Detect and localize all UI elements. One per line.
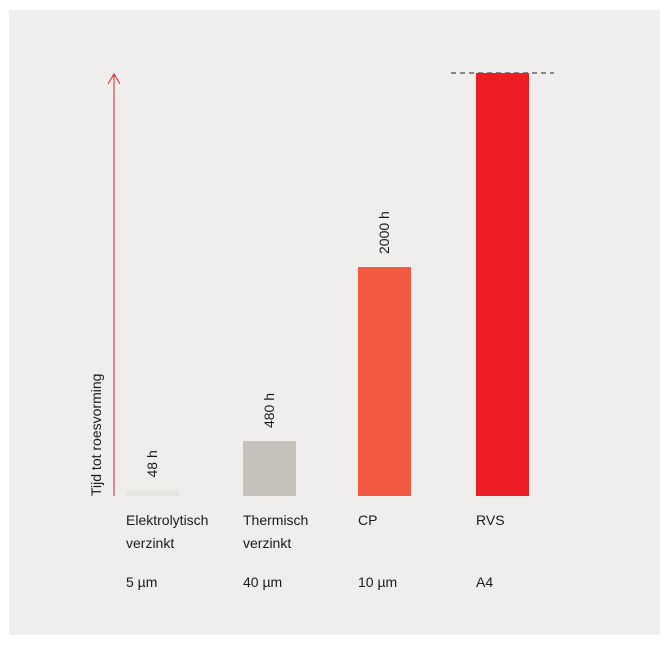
- category-spec-4: A4: [476, 574, 493, 590]
- category-label-4: RVS: [476, 512, 505, 528]
- category-label-2: Thermisch: [243, 512, 308, 528]
- y-axis-arrowhead: [107, 73, 121, 85]
- bar-1: [126, 490, 179, 496]
- category-label-line2-1: verzinkt: [126, 535, 174, 551]
- category-spec-1: 5 µm: [126, 574, 157, 590]
- bar-value-label-2: 480 h: [261, 393, 277, 428]
- category-label-1: Elektrolytisch: [126, 512, 208, 528]
- bar-value-label-1: 48 h: [144, 450, 160, 477]
- chart-panel: [9, 10, 660, 635]
- bar-value-label-3: 2000 h: [376, 211, 392, 254]
- category-spec-3: 10 µm: [358, 574, 397, 590]
- bar-2: [243, 441, 296, 496]
- bar-3: [358, 267, 411, 496]
- category-label-3: CP: [358, 512, 377, 528]
- category-label-line2-2: verzinkt: [243, 535, 291, 551]
- y-axis-title: Tijd tot roesvorming: [88, 374, 104, 496]
- bar-4: [476, 73, 529, 496]
- category-spec-2: 40 µm: [243, 574, 282, 590]
